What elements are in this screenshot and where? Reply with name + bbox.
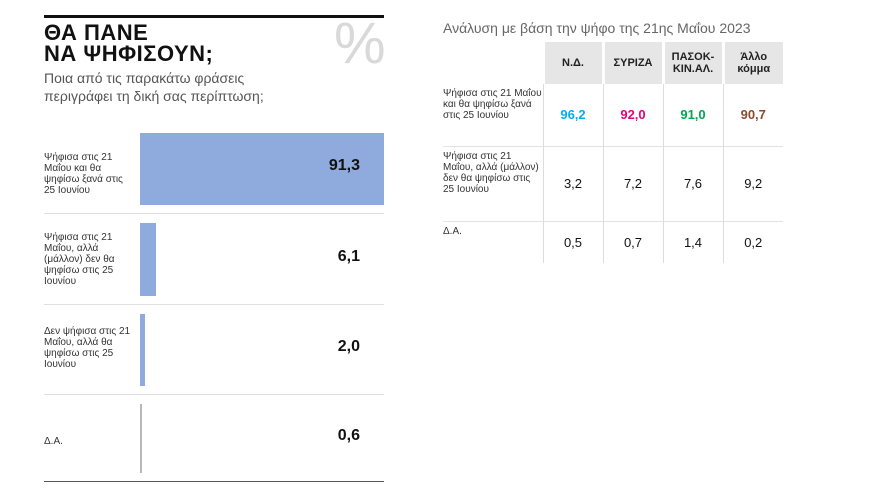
table-header-cell: Άλλο κόμμα	[721, 42, 783, 84]
page-title: ΘΑ ΠΑΝΕ ΝΑ ΨΗΦΙΣΟΥΝ;	[44, 20, 214, 66]
bar-category-label: Δεν ψήφισα στις 21 Μαΐου, αλλά θα ψηφίσω…	[44, 326, 131, 370]
table-row: Ψήφισα στις 21 Μαΐου και θα ψηφίσω ξανά …	[443, 84, 783, 147]
chart-row: Ψήφισα στις 21 Μαΐου και θα ψηφίσω ξανά …	[44, 123, 384, 214]
table-header-cell: ΣΥΡΙΖΑ	[601, 42, 663, 84]
table-cell: 9,2	[722, 146, 783, 222]
table-cell: 0,2	[722, 221, 783, 263]
table-cell: 7,6	[662, 146, 723, 222]
table-row-label: Ψήφισα στις 21 Μαΐου και θα ψηφίσω ξανά …	[443, 84, 543, 147]
table-cell: 0,7	[602, 221, 663, 263]
table-cell: 96,2	[542, 84, 603, 147]
breakdown-table: Ν.Δ. ΣΥΡΙΖΑ ΠΑΣΟΚ-ΚΙΝ.ΑΛ. Άλλο κόμμα Ψήφισα…	[443, 42, 783, 263]
chart-row: Δ.Α. 0,6	[44, 394, 384, 481]
table-cell: 7,2	[602, 146, 663, 222]
title-rule	[44, 15, 384, 18]
bar-category-label: Δ.Α.	[44, 436, 63, 447]
header-blank-cell	[443, 42, 543, 84]
title-line-2: ΝΑ ΨΗΦΙΣΟΥΝ;	[44, 41, 214, 66]
table-header-cell: ΠΑΣΟΚ-ΚΙΝ.ΑΛ.	[661, 42, 723, 84]
table-cell: 92,0	[602, 84, 663, 147]
bar-value-label: 0,6	[337, 426, 360, 444]
bar	[140, 223, 157, 296]
table-row: Δ.Α. 0,5 0,7 1,4 0,2	[443, 221, 783, 263]
percent-icon: %	[334, 11, 386, 76]
table-header-cell: Ν.Δ.	[541, 42, 603, 84]
bar-value-label: 91,3	[328, 157, 360, 174]
bar	[140, 133, 384, 205]
table-cell: 90,7	[722, 84, 783, 147]
chart-row: Δεν ψήφισα στις 21 Μαΐου, αλλά θα ψηφίσω…	[44, 304, 384, 395]
table-caption: Ανάλυση με βάση την ψήφο της 21ης Μαΐου …	[443, 20, 751, 36]
chart-bottom-rule	[44, 481, 384, 482]
table-row: Ψήφισα στις 21 Μαΐου, αλλά (μάλλον) δεν …	[443, 146, 783, 222]
table-row-label: Ψήφισα στις 21 Μαΐου, αλλά (μάλλον) δεν …	[443, 146, 543, 222]
table-cell: 0,5	[542, 221, 603, 263]
table-cell: 1,4	[662, 221, 723, 263]
table-row-label: Δ.Α.	[443, 225, 462, 237]
bar	[140, 404, 142, 473]
chart-row: Ψήφισα στις 21 Μαΐου, αλλά (μάλλον) δεν …	[44, 213, 384, 305]
table-cell: 91,0	[662, 84, 723, 147]
title-line-1: ΘΑ ΠΑΝΕ	[44, 20, 149, 45]
table-cell: 3,2	[542, 146, 603, 222]
bar	[140, 314, 146, 386]
bar-category-label: Ψήφισα στις 21 Μαΐου, αλλά (μάλλον) δεν …	[44, 232, 115, 287]
question-subtitle: Ποια από τις παρακάτω φράσεις περιγράφει…	[44, 70, 264, 104]
bar-value-label: 2,0	[337, 338, 360, 355]
bar-category-label: Ψήφισα στις 21 Μαΐου και θα ψηφίσω ξανά …	[44, 152, 123, 196]
table-header-row: Ν.Δ. ΣΥΡΙΖΑ ΠΑΣΟΚ-ΚΙΝ.ΑΛ. Άλλο κόμμα	[443, 42, 783, 84]
bar-value-label: 6,1	[337, 247, 360, 265]
